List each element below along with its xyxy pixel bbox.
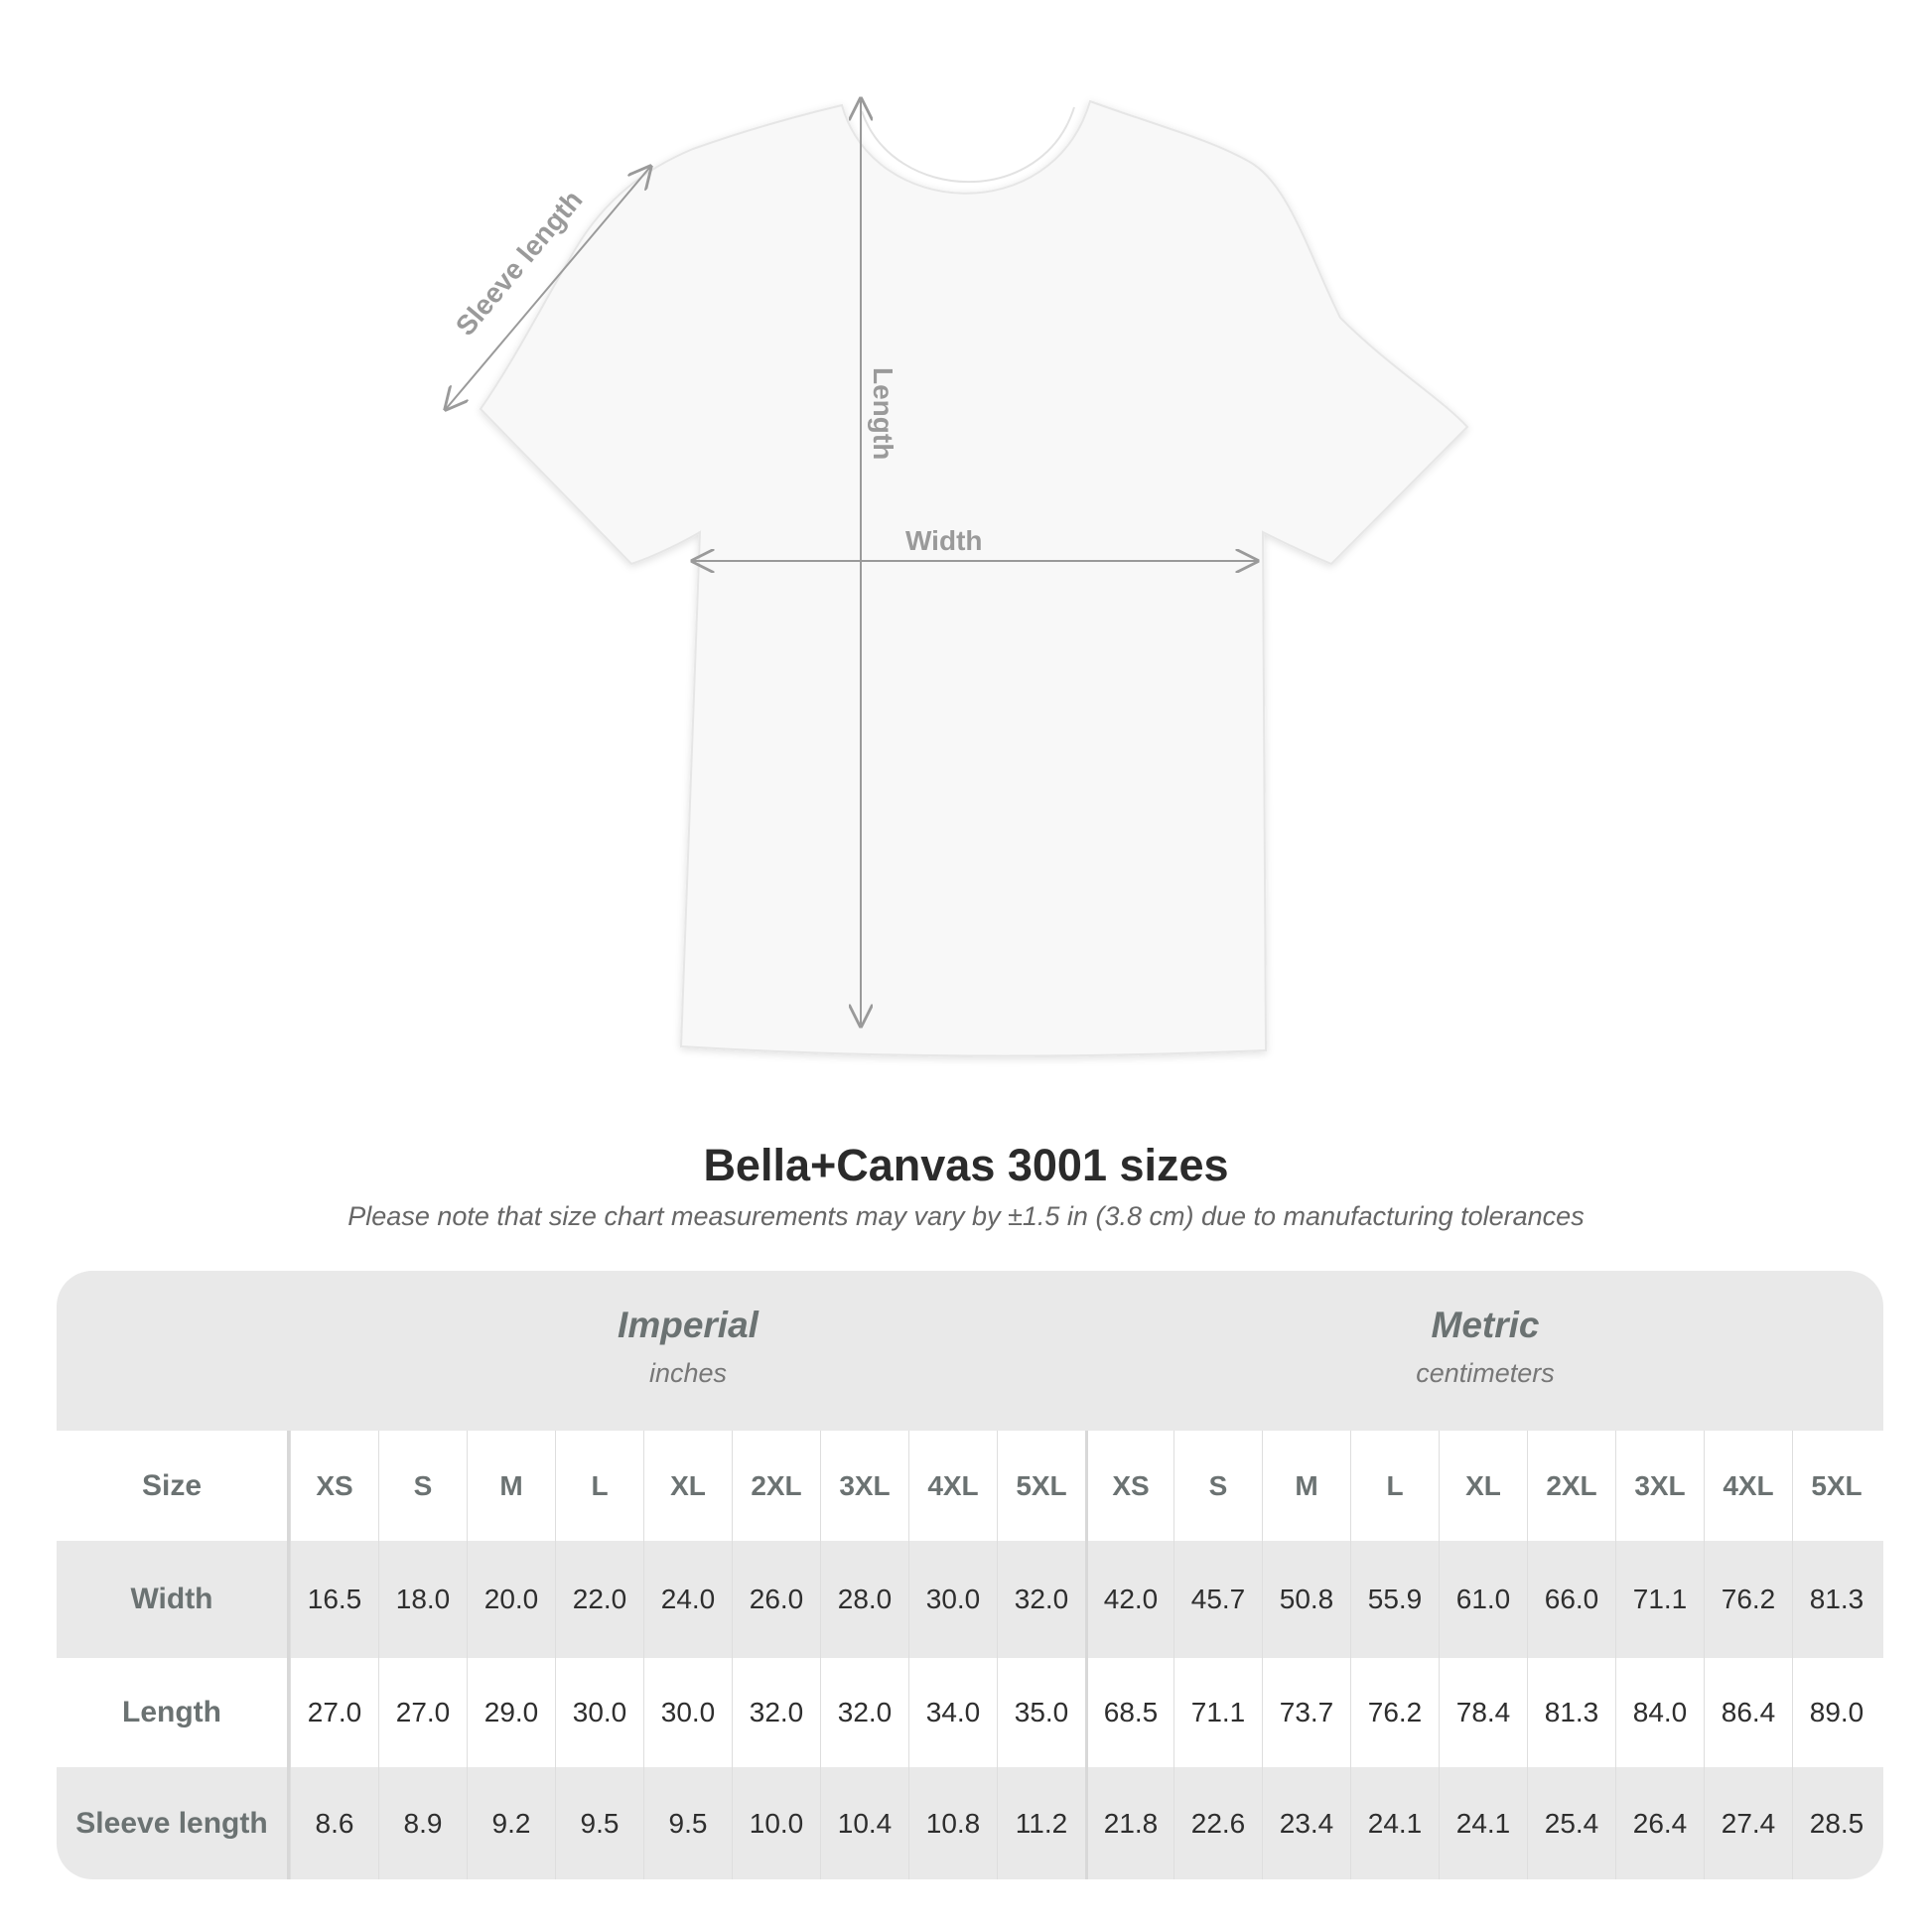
imperial-size-header: XS xyxy=(290,1431,378,1541)
imperial-value-cell: 27.0 xyxy=(378,1658,467,1767)
imperial-size-header: 5XL xyxy=(997,1431,1085,1541)
metric-value-cell: 45.7 xyxy=(1173,1541,1262,1658)
metric-value-cell: 27.4 xyxy=(1704,1767,1792,1879)
metric-value-cell: 26.4 xyxy=(1615,1767,1704,1879)
metric-value-cell: 55.9 xyxy=(1350,1541,1439,1658)
imperial-value-cell: 30.0 xyxy=(555,1658,643,1767)
metric-value-cell: 81.3 xyxy=(1792,1541,1880,1658)
imperial-size-header: S xyxy=(378,1431,467,1541)
imperial-value-cell: 34.0 xyxy=(908,1658,997,1767)
imperial-value-cell: 26.0 xyxy=(732,1541,820,1658)
imperial-value-cell: 27.0 xyxy=(290,1658,378,1767)
table-row: Length 27.0 27.0 29.0 30.0 30.0 32.0 32.0 34.0 35… xyxy=(57,1658,1883,1767)
metric-value-cell: 25.4 xyxy=(1527,1767,1615,1879)
length-label: Length xyxy=(868,367,898,460)
imperial-value-cell: 28.0 xyxy=(820,1541,908,1658)
metric-value-cell: 84.0 xyxy=(1615,1658,1704,1767)
imperial-value-cell: 9.2 xyxy=(467,1767,555,1879)
imperial-value-cell: 30.0 xyxy=(908,1541,997,1658)
metric-title: Metric xyxy=(1431,1305,1540,1345)
metric-size-header: 2XL xyxy=(1527,1431,1615,1541)
imperial-size-header: XL xyxy=(643,1431,732,1541)
tshirt-shape xyxy=(479,99,1469,1057)
imperial-value-cell: 9.5 xyxy=(643,1767,732,1879)
tshirt-diagram: Sleeve length Length Width xyxy=(0,0,1469,1057)
metric-value-cell: 61.0 xyxy=(1439,1541,1527,1658)
size-header-row: Size XS S M L XL 2XL 3XL 4XL 5XL XS S M L XL 2XL 3XL 4XL 5… xyxy=(57,1431,1883,1541)
imperial-value-cell: 32.0 xyxy=(997,1541,1085,1658)
imperial-value-cell: 30.0 xyxy=(643,1658,732,1767)
imperial-unit: inches xyxy=(648,1358,728,1388)
metric-value-cell: 76.2 xyxy=(1704,1541,1792,1658)
imperial-title: Imperial xyxy=(618,1305,759,1345)
imperial-value-cell: 24.0 xyxy=(643,1541,732,1658)
metric-value-cell: 78.4 xyxy=(1439,1658,1527,1767)
sleeve-measure-line xyxy=(446,167,650,409)
imperial-value-cell: 35.0 xyxy=(997,1658,1085,1767)
imperial-value-cell: 32.0 xyxy=(820,1658,908,1767)
metric-size-header: 3XL xyxy=(1615,1431,1704,1541)
page-title: Bella+Canvas 3001 sizes xyxy=(703,1140,1229,1190)
collar xyxy=(861,106,1075,183)
metric-value-cell: 89.0 xyxy=(1792,1658,1880,1767)
imperial-value-cell: 22.0 xyxy=(555,1541,643,1658)
size-table: Imperial inches Metric centimeters Size X… xyxy=(57,1271,1883,1879)
tolerance-note: Please note that size chart measurements… xyxy=(347,1201,1585,1231)
imperial-value-cell: 10.4 xyxy=(820,1767,908,1879)
imperial-value-cell: 9.5 xyxy=(555,1767,643,1879)
metric-value-cell: 86.4 xyxy=(1704,1658,1792,1767)
imperial-value-cell: 10.0 xyxy=(732,1767,820,1879)
metric-size-header: XS xyxy=(1085,1431,1173,1541)
metric-size-header: M xyxy=(1262,1431,1350,1541)
imperial-value-cell: 16.5 xyxy=(290,1541,378,1658)
width-label: Width xyxy=(905,525,983,556)
metric-value-cell: 21.8 xyxy=(1085,1767,1173,1879)
metric-value-cell: 68.5 xyxy=(1085,1658,1173,1767)
imperial-size-header: 3XL xyxy=(820,1431,908,1541)
imperial-value-cell: 11.2 xyxy=(997,1767,1085,1879)
metric-size-header: 4XL xyxy=(1704,1431,1792,1541)
metric-value-cell: 66.0 xyxy=(1527,1541,1615,1658)
metric-size-header: XL xyxy=(1439,1431,1527,1541)
imperial-value-cell: 8.9 xyxy=(378,1767,467,1879)
metric-value-cell: 71.1 xyxy=(1173,1658,1262,1767)
metric-value-cell: 73.7 xyxy=(1262,1658,1350,1767)
metric-unit: centimeters xyxy=(1416,1358,1555,1388)
row-label: Length xyxy=(57,1658,290,1767)
imperial-header: Imperial inches xyxy=(290,1271,1086,1431)
metric-value-cell: 50.8 xyxy=(1262,1541,1350,1658)
metric-value-cell: 81.3 xyxy=(1527,1658,1615,1767)
metric-value-cell: 42.0 xyxy=(1085,1541,1173,1658)
metric-value-cell: 23.4 xyxy=(1262,1767,1350,1879)
imperial-size-header: 4XL xyxy=(908,1431,997,1541)
table-row: Width 16.5 18.0 20.0 22.0 24.0 26.0 28.0 30.0 32.… xyxy=(57,1541,1883,1658)
imperial-value-cell: 29.0 xyxy=(467,1658,555,1767)
metric-value-cell: 71.1 xyxy=(1615,1541,1704,1658)
imperial-value-cell: 18.0 xyxy=(378,1541,467,1658)
imperial-size-header: 2XL xyxy=(732,1431,820,1541)
metric-value-cell: 76.2 xyxy=(1350,1658,1439,1767)
imperial-value-cell: 20.0 xyxy=(467,1541,555,1658)
metric-size-header: L xyxy=(1350,1431,1439,1541)
metric-value-cell: 24.1 xyxy=(1350,1767,1439,1879)
imperial-value-cell: 32.0 xyxy=(732,1658,820,1767)
metric-size-header: S xyxy=(1173,1431,1262,1541)
imperial-value-cell: 10.8 xyxy=(908,1767,997,1879)
metric-value-cell: 28.5 xyxy=(1792,1767,1880,1879)
metric-size-header: 5XL xyxy=(1792,1431,1880,1541)
metric-header: Metric centimeters xyxy=(1087,1271,1883,1431)
table-row: Sleeve length 8.6 8.9 9.2 9.5 9.5 10.0 10.4 10.8… xyxy=(57,1767,1883,1879)
row-label: Width xyxy=(57,1541,290,1658)
imperial-size-header: L xyxy=(555,1431,643,1541)
row-label: Size xyxy=(57,1431,290,1541)
imperial-value-cell: 8.6 xyxy=(290,1767,378,1879)
imperial-size-header: M xyxy=(467,1431,555,1541)
metric-value-cell: 24.1 xyxy=(1439,1767,1527,1879)
row-label: Sleeve length xyxy=(57,1767,290,1879)
metric-value-cell: 22.6 xyxy=(1173,1767,1262,1879)
